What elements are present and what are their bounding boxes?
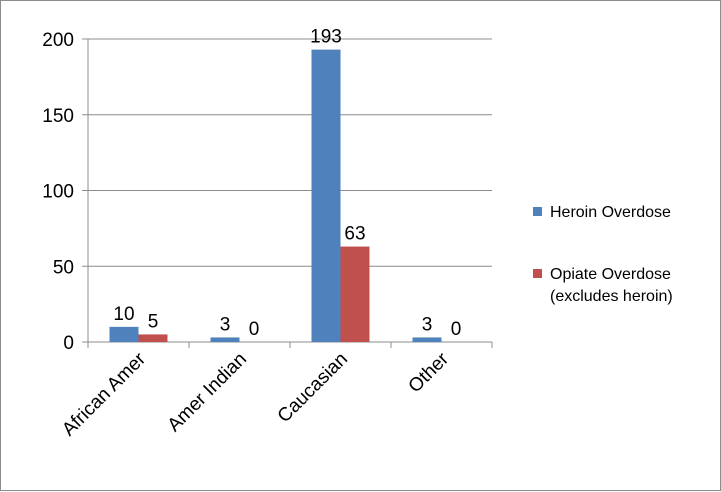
data-label: 193 (310, 27, 342, 48)
y-tick-label: 150 (42, 106, 74, 127)
x-category-label: Amer Indian (164, 349, 251, 436)
data-label: 0 (451, 319, 462, 340)
x-category-label: Caucasian (274, 349, 352, 427)
bar-heroin (210, 337, 240, 342)
legend: Heroin Overdose Opiate Overdose (excludes … (533, 204, 673, 305)
bar-opiate (340, 246, 370, 342)
data-label: 10 (113, 304, 134, 325)
x-category-label: African Amer (58, 348, 150, 440)
data-label: 3 (220, 314, 231, 335)
gridlines (88, 38, 492, 267)
data-label: 3 (422, 314, 433, 335)
bars (109, 49, 442, 342)
legend-label: (excludes heroin) (550, 288, 673, 305)
legend-label: Heroin Overdose (550, 204, 671, 221)
legend-swatch (533, 207, 542, 216)
data-label: 63 (344, 224, 365, 245)
x-category-label: Other (405, 348, 454, 397)
y-tick-label: 100 (42, 182, 74, 203)
data-label: 0 (249, 319, 260, 340)
y-tick-label: 0 (63, 333, 74, 354)
legend-swatch (533, 269, 542, 278)
bar-heroin (412, 337, 442, 342)
bar-heroin (311, 49, 341, 342)
data-label: 5 (148, 311, 159, 332)
bar-opiate (138, 334, 168, 342)
y-tick-label: 200 (42, 30, 74, 51)
legend-label: Opiate Overdose (550, 266, 671, 283)
bar-heroin (109, 326, 139, 342)
y-tick-label: 50 (53, 257, 74, 278)
